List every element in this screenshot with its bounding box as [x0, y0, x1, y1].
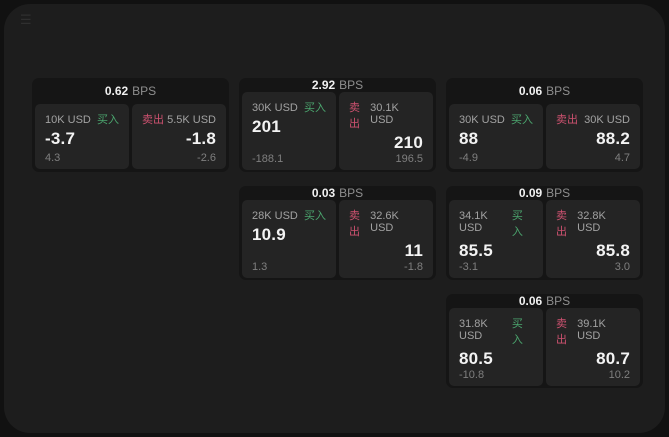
bps-value: 2.92	[311, 78, 336, 92]
bps-value: 0.03	[311, 186, 336, 200]
sell-size: 39.1K USD	[577, 318, 606, 342]
buy-delta: -10.8	[459, 369, 485, 381]
panels: 31.8K USD 买入 80.5 -10.8 卖出 39.1K USD 80.…	[446, 308, 643, 388]
buy-label: 买入	[511, 318, 523, 346]
sell-size: 32.8K USD	[577, 210, 606, 234]
bps-unit: BPS	[339, 78, 364, 92]
buy-size: 28K USD	[252, 210, 298, 222]
bps-value: 0.09	[518, 186, 543, 200]
buy-price: 201	[252, 117, 281, 136]
buy-label: 买入	[511, 114, 533, 126]
buy-panel[interactable]: 31.8K USD 买入 80.5 -10.8	[449, 308, 543, 386]
buy-label: 买入	[97, 114, 119, 126]
sell-price: 85.8	[596, 241, 630, 260]
buy-size: 30K USD	[252, 102, 298, 114]
buy-price: 10.9	[252, 225, 286, 244]
buy-size: 10K USD	[45, 114, 91, 126]
buy-delta: 4.3	[45, 152, 61, 164]
card-header: 0.03 BPS	[239, 186, 436, 200]
menu-icon[interactable]: ☰	[20, 12, 32, 27]
sell-size: 30K USD	[584, 114, 630, 126]
sell-price: 80.7	[596, 349, 630, 368]
card-header: 0.62 BPS	[32, 78, 229, 104]
sell-price: 88.2	[596, 129, 630, 148]
card-header: 0.09 BPS	[446, 186, 643, 200]
sell-panel[interactable]: 卖出 30.1K USD 210 196.5	[339, 92, 433, 170]
card-header: 0.06 BPS	[446, 78, 643, 104]
sell-delta: 10.2	[608, 369, 630, 381]
buy-size: 31.8K USD	[459, 318, 488, 342]
buy-size: 34.1K USD	[459, 210, 488, 234]
buy-delta: -3.1	[459, 261, 478, 273]
card-header: 2.92 BPS	[239, 78, 436, 92]
bps-unit: BPS	[546, 294, 571, 308]
sell-delta: 3.0	[614, 261, 630, 273]
sell-panel[interactable]: 卖出 30K USD 88.2 4.7	[546, 104, 640, 169]
quote-card: 0.06 BPS 31.8K USD 买入 80.5 -10.8 卖出 39.1…	[446, 294, 643, 388]
buy-panel[interactable]: 28K USD 买入 10.9 1.3	[242, 200, 336, 278]
sell-size: 5.5K USD	[167, 114, 216, 126]
sell-label: 卖出	[556, 114, 578, 126]
buy-label: 买入	[304, 210, 326, 222]
buy-size: 30K USD	[459, 114, 505, 126]
buy-label: 买入	[304, 102, 326, 114]
sell-delta: -2.6	[197, 152, 216, 164]
panels: 30K USD 买入 201 -188.1 卖出 30.1K USD 210 1…	[239, 92, 436, 172]
bps-unit: BPS	[546, 84, 571, 98]
sell-panel[interactable]: 卖出 32.8K USD 85.8 3.0	[546, 200, 640, 278]
sell-label: 卖出	[556, 210, 567, 238]
buy-delta: 1.3	[252, 261, 268, 273]
sell-delta: -1.8	[404, 261, 423, 273]
panels: 28K USD 买入 10.9 1.3 卖出 32.6K USD 11 -1.8	[239, 200, 436, 280]
buy-label: 买入	[511, 210, 523, 238]
quote-cards-grid: 0.62 BPS 10K USD 买入 -3.7 4.3 卖出 5.5K USD	[32, 78, 643, 388]
quote-card: 0.62 BPS 10K USD 买入 -3.7 4.3 卖出 5.5K USD	[32, 78, 229, 172]
buy-price: 85.5	[459, 241, 493, 260]
card-header: 0.06 BPS	[446, 294, 643, 308]
buy-panel[interactable]: 10K USD 买入 -3.7 4.3	[35, 104, 129, 169]
sell-label: 卖出	[556, 318, 567, 346]
bps-unit: BPS	[339, 186, 364, 200]
buy-delta: -188.1	[252, 153, 284, 165]
sell-price: 210	[394, 133, 423, 152]
buy-price: 80.5	[459, 349, 493, 368]
sell-size: 32.6K USD	[370, 210, 399, 234]
panels: 10K USD 买入 -3.7 4.3 卖出 5.5K USD -1.8 -2.…	[32, 104, 229, 172]
bps-value: 0.06	[518, 84, 543, 98]
sell-label: 卖出	[349, 102, 360, 130]
bps-value: 0.06	[518, 294, 543, 308]
sell-delta: 196.5	[395, 153, 423, 165]
buy-panel[interactable]: 30K USD 买入 88 -4.9	[449, 104, 543, 169]
buy-price: -3.7	[45, 129, 76, 148]
panels: 34.1K USD 买入 85.5 -3.1 卖出 32.8K USD 85.8…	[446, 200, 643, 280]
bps-unit: BPS	[132, 84, 157, 98]
app-window: ☰ 0.62 BPS 10K USD 买入 -3.7 4.3 卖	[4, 4, 665, 433]
sell-panel[interactable]: 卖出 39.1K USD 80.7 10.2	[546, 308, 640, 386]
sell-price: 11	[404, 241, 423, 260]
bps-value: 0.62	[104, 84, 129, 98]
buy-panel[interactable]: 34.1K USD 买入 85.5 -3.1	[449, 200, 543, 278]
sell-label: 卖出	[349, 210, 360, 238]
buy-delta: -4.9	[459, 152, 478, 164]
panels: 30K USD 买入 88 -4.9 卖出 30K USD 88.2 4.7	[446, 104, 643, 172]
sell-size: 30.1K USD	[370, 102, 399, 126]
quote-card: 2.92 BPS 30K USD 买入 201 -188.1 卖出 30.1K …	[239, 78, 436, 172]
quote-card: 0.03 BPS 28K USD 买入 10.9 1.3 卖出 32.6K US…	[239, 186, 436, 280]
sell-panel[interactable]: 卖出 5.5K USD -1.8 -2.6	[132, 104, 226, 169]
quote-card: 0.06 BPS 30K USD 买入 88 -4.9 卖出 30K USD	[446, 78, 643, 172]
sell-label: 卖出	[142, 114, 164, 126]
sell-price: -1.8	[185, 129, 216, 148]
bps-unit: BPS	[546, 186, 571, 200]
quote-card: 0.09 BPS 34.1K USD 买入 85.5 -3.1 卖出 32.8K…	[446, 186, 643, 280]
buy-price: 88	[459, 129, 479, 148]
sell-panel[interactable]: 卖出 32.6K USD 11 -1.8	[339, 200, 433, 278]
sell-delta: 4.7	[614, 152, 630, 164]
buy-panel[interactable]: 30K USD 买入 201 -188.1	[242, 92, 336, 170]
